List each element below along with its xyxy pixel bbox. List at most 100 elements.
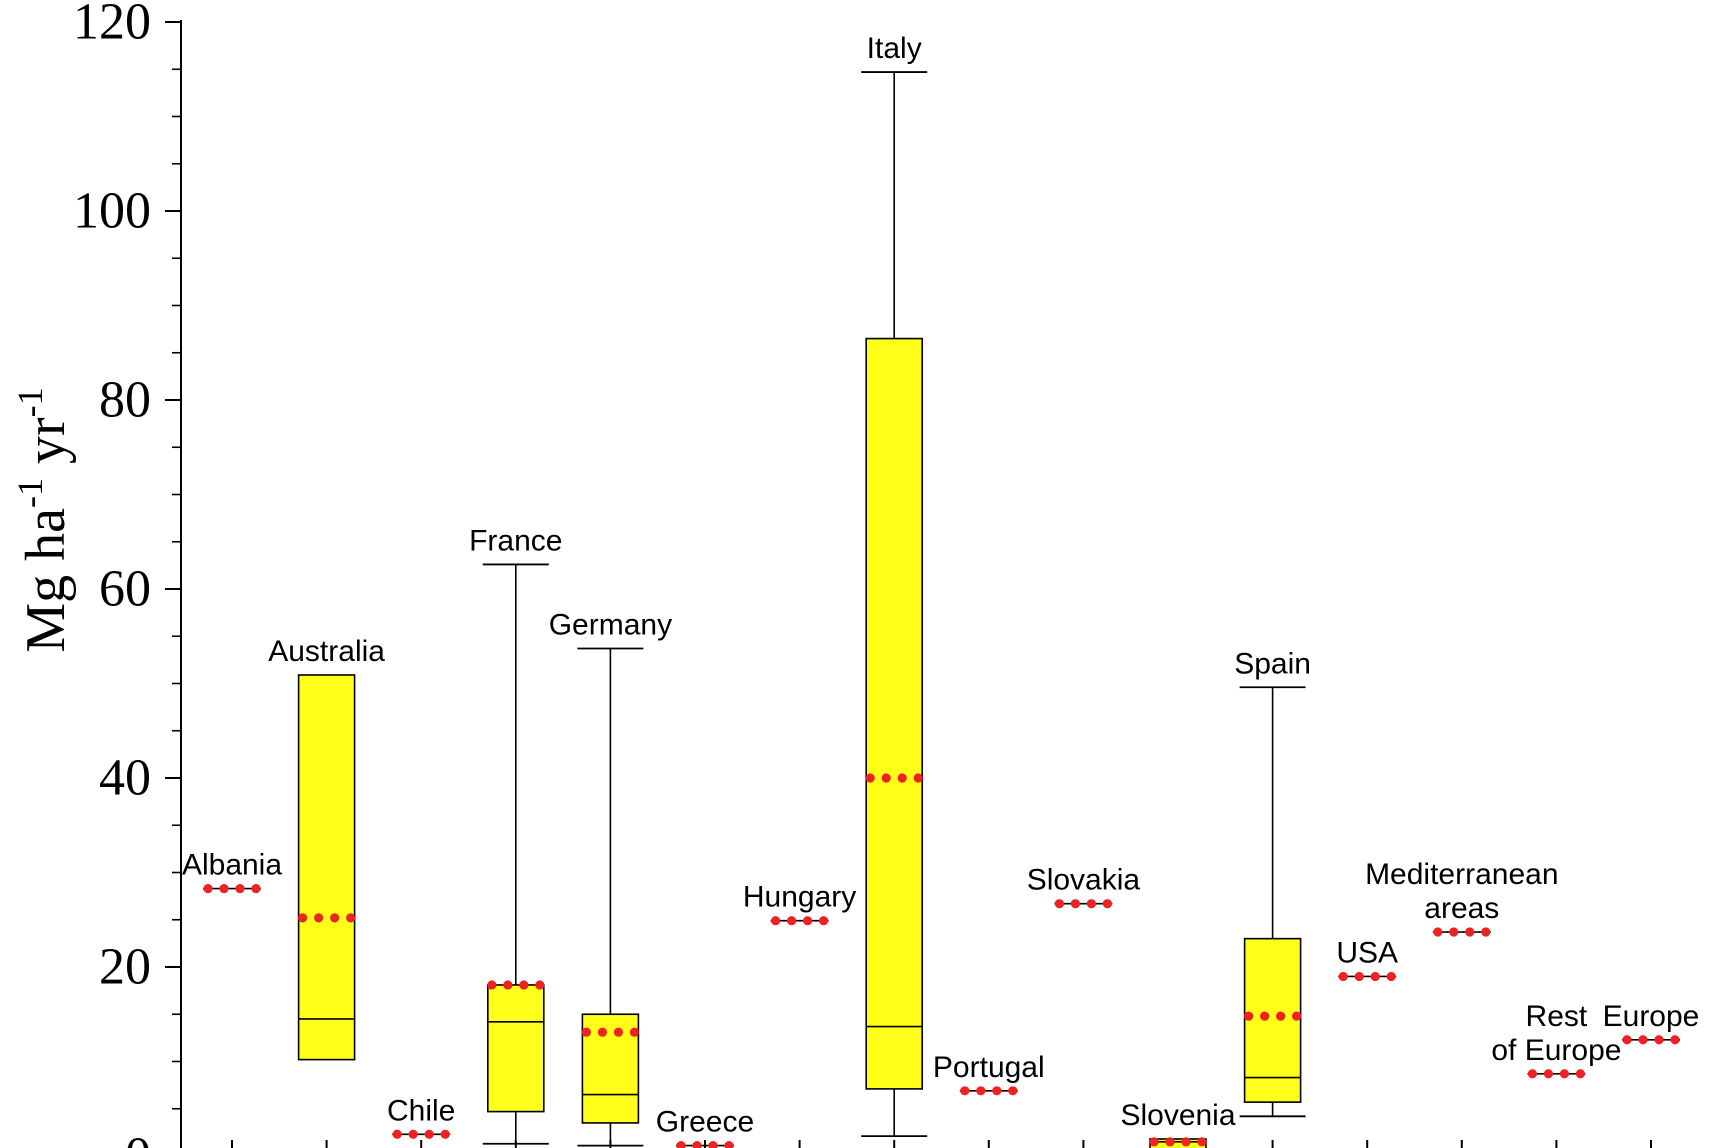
box-iqr: [865, 337, 924, 1090]
mean-dot: [1354, 971, 1364, 982]
mean-dot: [203, 883, 213, 894]
mean-dot: [1276, 1011, 1286, 1021]
y-tick-label: 0: [125, 1128, 151, 1148]
mean-dot: [1008, 1086, 1018, 1096]
category-label: USA: [1336, 936, 1398, 969]
y-tick-label: 120: [73, 0, 151, 51]
mean-dot: [1543, 1069, 1553, 1079]
mean-dot: [535, 980, 545, 990]
box-australia: [297, 674, 356, 1061]
mean-marker: [298, 913, 356, 923]
mean-dot: [1260, 1011, 1270, 1021]
mean-dot: [803, 916, 813, 926]
mean-dot: [503, 980, 513, 990]
mean-dot: [992, 1086, 1002, 1096]
category-label: Hungary: [743, 881, 856, 914]
mean-dot: [251, 883, 261, 894]
category-label: Europe: [1603, 1000, 1700, 1033]
mean-dot: [314, 913, 324, 923]
mean-marker: [581, 1027, 640, 1037]
category-label: Greece: [656, 1106, 754, 1139]
mean-dot: [346, 913, 356, 923]
box-spain: [1239, 686, 1306, 1118]
box-slovenia: [1149, 1138, 1207, 1148]
mean-marker: [1244, 1011, 1302, 1021]
mean-marker: [960, 1086, 1018, 1096]
mean-marker: [865, 773, 923, 783]
mean-dot: [235, 883, 245, 894]
mean-dot: [1449, 927, 1459, 937]
mean-dot: [771, 916, 781, 926]
mean-dot: [1622, 1035, 1632, 1045]
category-label: Albania: [182, 849, 282, 882]
mean-dot: [330, 913, 340, 923]
mean-dot: [629, 1027, 640, 1037]
mean-dot: [976, 1086, 986, 1096]
category-labels: Albania Australia Chile France Germany Greece…: [182, 32, 1699, 1139]
mean-dot: [613, 1027, 624, 1037]
mean-dot: [1054, 899, 1064, 909]
mean-dot: [1654, 1035, 1664, 1045]
category-label: Spain: [1234, 647, 1311, 680]
box-germany: [577, 647, 644, 1147]
mean-dot: [1370, 971, 1380, 982]
mean-dot: [392, 1129, 402, 1139]
mean-dot: [519, 980, 529, 990]
mean-dot: [1386, 971, 1396, 982]
category-label: Slovenia: [1120, 1099, 1235, 1132]
box-italy: [861, 71, 928, 1138]
category-label: of Europe: [1491, 1034, 1621, 1067]
box-iqr: [1149, 1138, 1207, 1148]
mean-marker: [1622, 1035, 1680, 1045]
mean-dot: [913, 773, 923, 783]
mean-dot: [1575, 1069, 1585, 1079]
mean-dot: [1244, 1011, 1254, 1021]
box-iqr: [581, 1013, 640, 1124]
mean-dot: [1481, 927, 1491, 937]
mean-dot: [1102, 899, 1112, 909]
mean-dot: [897, 773, 907, 783]
mean-markers: [203, 773, 1680, 1148]
mean-dot: [1559, 1069, 1569, 1079]
mean-dot: [1086, 899, 1096, 909]
mean-dot: [1638, 1035, 1648, 1045]
mean-dot: [1338, 971, 1348, 982]
category-label: Germany: [549, 609, 672, 642]
mean-dot: [819, 916, 829, 926]
category-label: Italy: [867, 32, 922, 65]
category-label: Australia: [268, 635, 385, 668]
mean-dot: [692, 1141, 702, 1148]
mean-dot: [1197, 1137, 1207, 1147]
mean-dot: [1670, 1035, 1680, 1045]
mean-marker: [203, 883, 261, 894]
boxes: [203, 71, 1680, 1148]
mean-dot: [1149, 1137, 1159, 1147]
category-label: Rest: [1526, 1000, 1588, 1033]
mean-marker: [676, 1141, 734, 1148]
mean-marker: [1527, 1069, 1585, 1079]
mean-marker: [1433, 927, 1491, 937]
mean-dot: [487, 980, 497, 990]
y-tick-label: 20: [99, 939, 151, 996]
mean-dot: [298, 913, 308, 923]
mean-dot: [1181, 1137, 1191, 1147]
mean-dot: [440, 1129, 450, 1139]
mean-dot: [1433, 927, 1443, 937]
box-iqr: [1243, 937, 1302, 1103]
mean-marker: [487, 980, 545, 990]
mean-dot: [676, 1141, 686, 1148]
mean-marker: [392, 1129, 450, 1139]
mean-dot: [865, 773, 875, 783]
category-label: areas: [1424, 892, 1499, 925]
category-label: Slovakia: [1027, 864, 1141, 897]
mean-dot: [424, 1129, 434, 1139]
box-iqr: [486, 984, 545, 1113]
mean-dot: [1292, 1011, 1302, 1021]
mean-marker: [771, 916, 829, 926]
category-label: Portugal: [933, 1051, 1045, 1084]
y-tick-label: 40: [99, 750, 151, 807]
mean-marker: [1338, 971, 1396, 982]
mean-dot: [408, 1129, 418, 1139]
y-axis-label: Mg ha-1 yr-1: [10, 387, 77, 652]
